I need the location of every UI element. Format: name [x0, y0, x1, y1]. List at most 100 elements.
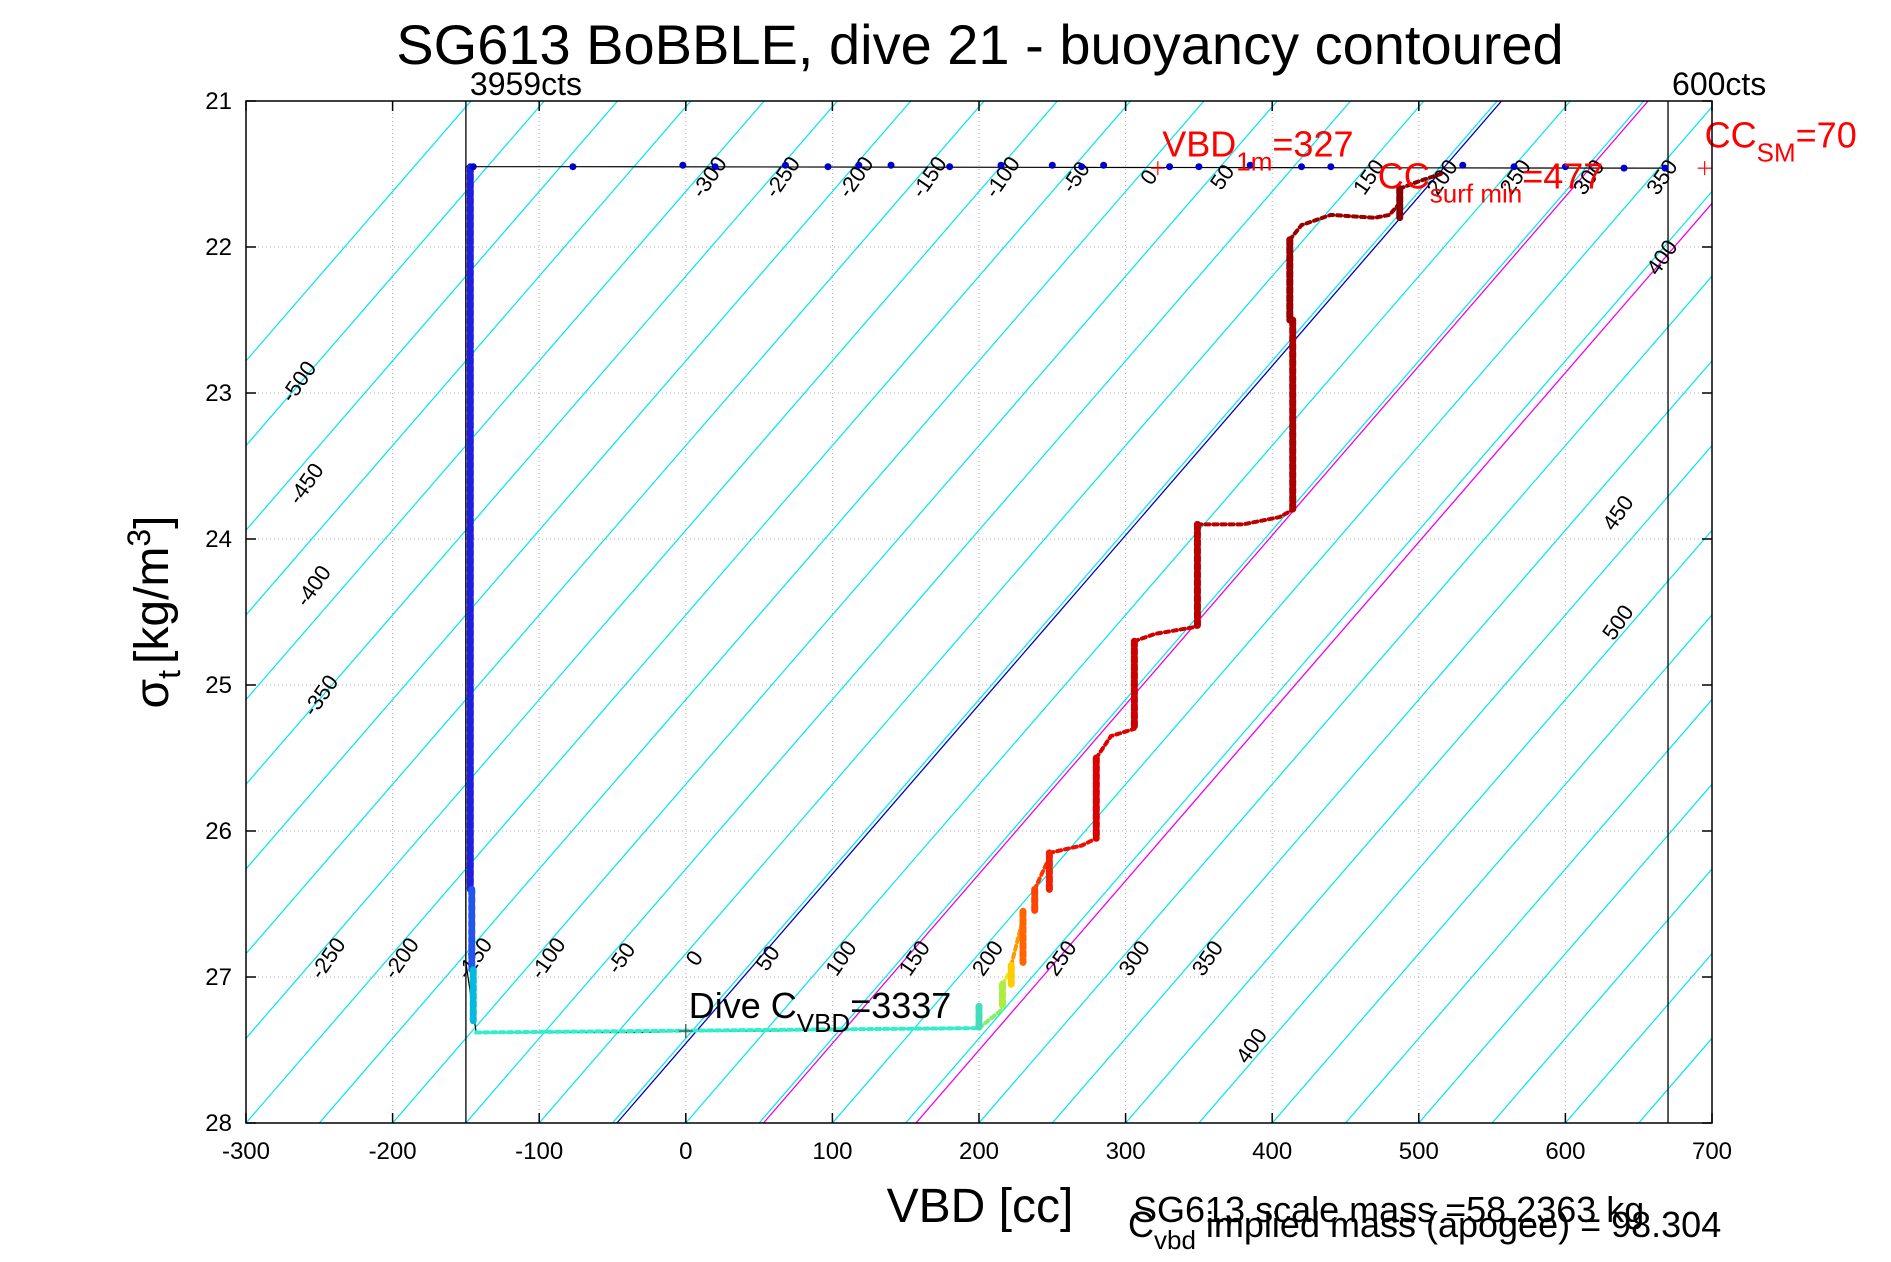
profile-point [1561, 163, 1569, 171]
contour-label: 450 [1597, 491, 1639, 535]
profile-point [1246, 161, 1254, 169]
x-tick-label: 0 [679, 1138, 692, 1165]
contour-line [246, 101, 1058, 1040]
contour-label: 100 [820, 936, 862, 980]
step-trace [1094, 726, 1137, 760]
chart-title: SG613 BoBBLE, dive 21 - buoyancy contour… [396, 13, 1563, 76]
contour-label: 400 [1641, 235, 1683, 279]
profile-point [781, 161, 789, 169]
profile-point [824, 163, 832, 171]
contour-line [392, 101, 1278, 1123]
contour-label: 50 [750, 941, 785, 975]
profile-point [855, 161, 863, 169]
svg-text:σt[kg/m3]: σt [kg/m3] [121, 515, 187, 708]
x-tick-label: 300 [1106, 1138, 1146, 1165]
count-label: 600cts [1672, 66, 1766, 102]
contour-label: 200 [967, 936, 1009, 980]
contour-label: -100 [979, 152, 1025, 202]
profile-point [997, 161, 1005, 169]
contour-label: -500 [276, 356, 322, 406]
contour-label: -50 [1056, 157, 1095, 197]
step-trace [1132, 624, 1200, 644]
contour-line [1051, 359, 1712, 1123]
contour-line [318, 101, 1205, 1123]
contour-line [1711, 1122, 1712, 1123]
contour-label: -100 [525, 933, 571, 983]
reference-line [763, 101, 1649, 1123]
x-tick-label: 400 [1252, 1138, 1292, 1165]
y-label-symbol: σ [126, 679, 179, 709]
footer-vbd-sub: vbd [1154, 1225, 1196, 1255]
x-tick-label: -300 [222, 1138, 270, 1165]
contour-line [246, 101, 692, 616]
contour-label: -150 [906, 152, 952, 202]
grid [246, 101, 1712, 1123]
contour-line [246, 101, 472, 362]
reference-lines [616, 101, 1712, 1123]
y-axis-label: σt [kg/m3] [121, 515, 187, 708]
profile-points [466, 161, 1669, 1035]
step-trace [474, 1026, 981, 1035]
count-label: 3959cts [470, 66, 582, 102]
y-label-unit-sup: 3 [121, 529, 157, 547]
contour-label: -200 [833, 152, 879, 202]
contour-line [465, 101, 1352, 1123]
y-label-sub: t [151, 670, 187, 679]
annotation-dive-cvbd: Dive CVBD=3337 [689, 985, 952, 1038]
profile-point [1620, 164, 1628, 172]
contour-line [1418, 783, 1712, 1123]
y-tick-label: 24 [205, 526, 232, 553]
contour-line [1198, 529, 1712, 1123]
contour-label: 0 [681, 946, 709, 970]
contour-label: 150 [893, 936, 935, 980]
contour-line [1125, 444, 1712, 1123]
contour-line [246, 101, 985, 955]
y-tick-label: 21 [205, 88, 232, 115]
profile-point [1048, 161, 1056, 169]
footer-implied-mass: Cvbd implied mass (apogee) = 98.304 [1128, 1204, 1721, 1255]
contour-line [758, 101, 1645, 1123]
step-trace [1397, 172, 1443, 191]
x-tick-label: -100 [515, 1138, 563, 1165]
reference-line [915, 202, 1712, 1123]
profile-point [1510, 163, 1518, 171]
y-tick-label: 22 [205, 234, 232, 261]
profile-point [679, 161, 687, 169]
contour-line [978, 275, 1712, 1123]
contour-label: -350 [298, 670, 344, 720]
annotation-cc-sm: CCSM=70 [1705, 115, 1857, 168]
contour-label: -450 [283, 458, 329, 508]
contour-line [538, 101, 1425, 1123]
step-trace [977, 1007, 1005, 1031]
profile-point [1195, 163, 1203, 171]
profile-point [1166, 163, 1174, 171]
contour-line [246, 101, 545, 447]
x-tick-label: 200 [959, 1138, 999, 1165]
x-axis-ticks: -300 -200 -100 0 100 200 300 400 500 600 700 [222, 101, 1732, 1165]
annotation-cc-surf-min: CCsurf min=477 [1378, 156, 1604, 209]
contour-lines [246, 101, 1712, 1123]
y-tick-label: 23 [205, 380, 232, 407]
contour-label: 50 [1205, 160, 1240, 194]
x-tick-label: 700 [1692, 1138, 1732, 1165]
x-tick-label: 500 [1399, 1138, 1439, 1165]
contour-label: 350 [1187, 936, 1229, 980]
footer-scale-mass: SG613 scale mass =58.2363 kg [1133, 1189, 1644, 1230]
contour-line [246, 101, 838, 786]
profile-point [1078, 163, 1086, 171]
x-tick-label: 600 [1545, 1138, 1585, 1165]
annotations: VBD1m=327 CCsurf min=477 CCSM=70 Dive CVBD=… [689, 115, 1857, 1038]
dive-path-line [465, 166, 980, 1034]
x-axis-label: VBD [cc] [887, 1180, 1074, 1233]
x-tick-label: -200 [369, 1138, 417, 1165]
contour-label: 300 [1113, 936, 1155, 980]
profile-point [887, 161, 895, 169]
contour-label: -200 [378, 933, 424, 983]
profile-point [946, 163, 954, 171]
contour-line [831, 105, 1712, 1123]
y-tick-label: 27 [205, 964, 232, 991]
footer-c: C [1128, 1204, 1154, 1245]
contour-line [246, 101, 1132, 1123]
contour-label: -250 [759, 152, 805, 202]
